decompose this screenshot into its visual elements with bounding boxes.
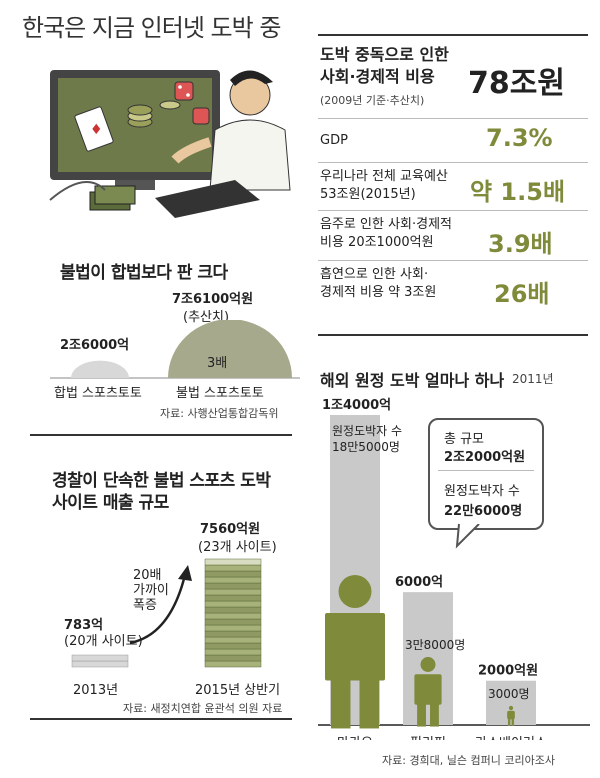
money-bill [204,636,262,644]
illegal-dome [168,320,292,378]
money-bill [204,600,262,608]
cost-row-education-label: 우리나라 전체 교육예산 53조원(2015년) [320,169,448,202]
money-bill [71,654,129,662]
growth-arrow [129,574,187,645]
cost-row-gdp-label: GDP [320,133,348,148]
card-icon [74,106,114,152]
people-label: 18만5000명 [332,440,400,454]
people-label: 3만8000명 [405,638,465,652]
overseas-heading: 해외 원정 도박 얼마나 하나 [320,371,505,390]
money-bill [71,660,129,668]
y2013-sites: (20개 사이트) [64,634,143,649]
page-title: 한국은 지금 인터넷 도박 중 [22,14,281,42]
callout-tail [455,520,480,549]
growth-arrow-head [178,565,192,581]
money-bill [204,570,262,578]
legal-label: 합법 스포츠토토 [54,386,142,401]
callout-total: 2조2000억원 [444,450,526,465]
money-bill-top [204,558,262,566]
svg-text:♦: ♦ [90,122,103,138]
illegal-value: 7조6100억원 [172,292,254,307]
overseas-source: 자료: 경희대, 닐슨 컴퍼니 코리아조사 [382,754,555,767]
money-stack-2015 [204,558,262,668]
illegal-source: 자료: 사행산업통합감독위 [160,407,279,420]
cost-row-smoking-value: 26배 [494,280,550,308]
gambler-illustration: ♦ [49,70,291,218]
police-heading-line2: 사이트 매출 규모 [52,493,169,513]
money-stack-2013 [71,654,129,668]
police-source: 자료: 새정치연합 윤관석 의원 자료 [123,702,283,715]
growth-note: 20배 가까이 폭증 [133,568,169,613]
legal-value: 2조6000억 [60,338,130,353]
y2013-label: 2013년 [73,683,119,698]
y2015-sites: (23개 사이트) [198,540,277,555]
illegal-ratio: 3배 [207,356,228,371]
money-bill [204,582,262,590]
cost-heading: 도박 중독으로 인한 사회·경제적 비용 [320,44,449,88]
y2015-value: 7560억원 [200,522,261,537]
people-label: 3000명 [488,687,530,701]
callout-title: 총 규모 [444,432,485,447]
callout-people: 22만6000명 [444,504,523,519]
overseas-year: 2011년 [512,372,554,386]
illegal-label: 불법 스포츠토토 [176,386,264,401]
bar-value-label: 1조4000억 [322,398,391,413]
bar-value-label: 6000억 [395,575,443,590]
cost-row-alcohol-value: 3.9배 [488,230,553,258]
money-bill [204,654,262,662]
illegal-heading: 불법이 합법보다 판 크다 [60,263,228,283]
money-bill [204,594,262,602]
money-bill [204,660,262,668]
money-bill [204,576,262,584]
cost-row-gdp-value: 7.3% [486,124,553,152]
money-bill [204,624,262,632]
y2013-value: 783억 [64,618,104,633]
police-heading-line1: 경찰이 단속한 불법 스포츠 도박 [52,471,271,491]
category-label: 라스베이거스 [475,736,547,740]
money-bill [204,642,262,650]
cost-top-rule [318,34,588,36]
money-bill [204,606,262,614]
cost-heading-line1: 도박 중독으로 인한 [320,45,449,64]
person-icon [325,575,385,729]
cost-row-education-value: 약 1.5배 [470,178,566,206]
legal-dome [71,360,129,378]
cost-heading-line2: 사회·경제적 비용 [320,67,435,86]
cost-row-smoking-label: 흡연으로 인한 사회· 경제적 비용 약 3조원 [320,267,437,300]
money-bill [204,564,262,572]
person-icon [414,657,442,727]
money-bill [204,612,262,620]
cost-row-alcohol-label: 음주로 인한 사회·경제적 비용 20조1000억원 [320,217,452,250]
category-label: 마카오 [337,736,373,740]
dice-icon [174,81,194,101]
money-bill [204,588,262,596]
money-bill [204,618,262,626]
person-icon [507,705,515,726]
overseas-bar-chart: 1조4000억마카오 원정도박자 수 18만5000명 6000억필리핀 3만8000명… [318,398,590,740]
police-chart [71,558,262,668]
police-heading: 경찰이 단속한 불법 스포츠 도박 사이트 매출 규모 [52,470,271,514]
callout-people-label: 원정도박자 수 [444,484,520,499]
legal-illegal-chart [50,320,300,379]
people-label: 원정도박자 수 [332,424,402,438]
money-bill [204,630,262,638]
y2015-label: 2015년 상반기 [195,683,281,698]
cost-heading-note: (2009년 기준·추산치) [320,94,425,107]
total-callout: 총 규모 2조2000억원 원정도박자 수 22만6000명 [428,418,544,530]
money-bill [204,648,262,656]
category-label: 필리핀 [410,736,446,740]
cost-total: 78조원 [468,66,565,101]
bar-value-label: 2000억원 [478,664,538,679]
